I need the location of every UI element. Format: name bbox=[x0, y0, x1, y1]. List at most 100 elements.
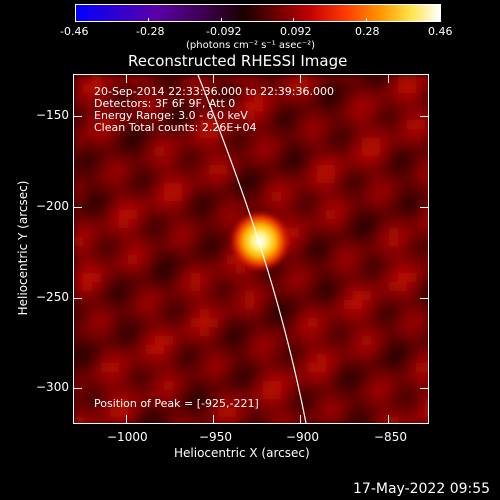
background-pixel bbox=[362, 354, 371, 363]
background-pixel bbox=[173, 210, 182, 219]
background-pixel bbox=[227, 84, 236, 93]
background-pixel bbox=[272, 372, 281, 381]
background-pixel bbox=[317, 183, 326, 192]
background-pixel bbox=[74, 327, 83, 336]
background-pixel bbox=[398, 282, 407, 291]
background-pixel bbox=[209, 282, 218, 291]
background-pixel bbox=[245, 282, 254, 291]
background-pixel bbox=[290, 120, 299, 129]
background-pixel bbox=[389, 273, 398, 282]
background-pixel bbox=[191, 183, 200, 192]
background-pixel bbox=[101, 156, 110, 165]
background-pixel bbox=[326, 417, 335, 423]
background-pixel bbox=[110, 210, 119, 219]
background-pixel bbox=[92, 408, 101, 417]
background-pixel bbox=[146, 219, 155, 228]
background-pixel bbox=[308, 309, 317, 318]
background-pixel bbox=[83, 111, 92, 120]
background-pixel bbox=[416, 237, 425, 246]
background-pixel bbox=[155, 228, 164, 237]
background-pixel bbox=[101, 237, 110, 246]
background-pixel bbox=[128, 174, 137, 183]
background-pixel bbox=[290, 156, 299, 165]
background-pixel bbox=[245, 183, 254, 192]
background-pixel bbox=[101, 228, 110, 237]
background-pixel bbox=[335, 336, 344, 345]
background-pixel bbox=[317, 381, 326, 390]
background-pixel bbox=[263, 354, 272, 363]
background-pixel bbox=[398, 354, 407, 363]
background-pixel bbox=[281, 84, 290, 93]
background-pixel bbox=[398, 246, 407, 255]
background-pixel bbox=[236, 282, 245, 291]
background-pixel bbox=[263, 327, 272, 336]
background-pixel bbox=[308, 390, 317, 399]
background-pixel bbox=[173, 417, 182, 423]
background-pixel bbox=[335, 372, 344, 381]
background-pixel bbox=[146, 309, 155, 318]
background-pixel bbox=[281, 165, 290, 174]
background-pixel bbox=[137, 165, 146, 174]
background-pixel bbox=[119, 138, 128, 147]
background-pixel bbox=[191, 156, 200, 165]
background-pixel bbox=[173, 318, 182, 327]
background-pixel bbox=[344, 381, 353, 390]
background-pixel bbox=[164, 102, 173, 111]
background-pixel bbox=[362, 246, 371, 255]
background-pixel bbox=[218, 75, 227, 84]
background-pixel bbox=[317, 84, 326, 93]
background-pixel bbox=[110, 318, 119, 327]
background-pixel bbox=[110, 228, 119, 237]
background-pixel bbox=[209, 165, 218, 174]
background-pixel bbox=[299, 309, 308, 318]
background-pixel bbox=[362, 291, 371, 300]
background-pixel bbox=[425, 219, 428, 228]
background-pixel bbox=[326, 327, 335, 336]
background-pixel bbox=[254, 390, 263, 399]
background-pixel bbox=[137, 354, 146, 363]
background-pixel bbox=[227, 282, 236, 291]
background-pixel bbox=[227, 309, 236, 318]
background-pixel bbox=[263, 390, 272, 399]
background-pixel bbox=[380, 246, 389, 255]
background-pixel bbox=[281, 210, 290, 219]
background-pixel bbox=[146, 390, 155, 399]
background-pixel bbox=[155, 372, 164, 381]
background-pixel bbox=[389, 300, 398, 309]
background-pixel bbox=[308, 129, 317, 138]
background-pixel bbox=[218, 138, 227, 147]
background-pixel bbox=[335, 390, 344, 399]
background-pixel bbox=[299, 237, 308, 246]
background-pixel bbox=[335, 147, 344, 156]
background-pixel bbox=[191, 192, 200, 201]
background-pixel bbox=[110, 363, 119, 372]
background-pixel bbox=[407, 300, 416, 309]
background-pixel bbox=[299, 417, 308, 423]
background-pixel bbox=[128, 75, 137, 84]
background-pixel bbox=[92, 273, 101, 282]
background-pixel bbox=[92, 93, 101, 102]
background-pixel bbox=[308, 210, 317, 219]
background-pixel bbox=[263, 300, 272, 309]
background-pixel bbox=[308, 84, 317, 93]
background-pixel bbox=[317, 309, 326, 318]
background-pixel bbox=[398, 111, 407, 120]
background-pixel bbox=[362, 174, 371, 183]
background-pixel bbox=[308, 147, 317, 156]
background-pixel bbox=[299, 390, 308, 399]
background-pixel bbox=[254, 84, 263, 93]
background-pixel bbox=[137, 210, 146, 219]
background-pixel bbox=[263, 282, 272, 291]
background-pixel bbox=[218, 372, 227, 381]
background-pixel bbox=[137, 201, 146, 210]
background-pixel bbox=[92, 192, 101, 201]
background-pixel bbox=[425, 210, 428, 219]
background-pixel bbox=[371, 336, 380, 345]
background-pixel bbox=[155, 219, 164, 228]
background-pixel bbox=[290, 264, 299, 273]
background-pixel bbox=[119, 318, 128, 327]
background-pixel bbox=[236, 291, 245, 300]
background-pixel bbox=[416, 174, 425, 183]
background-pixel bbox=[83, 147, 92, 156]
background-pixel bbox=[200, 300, 209, 309]
